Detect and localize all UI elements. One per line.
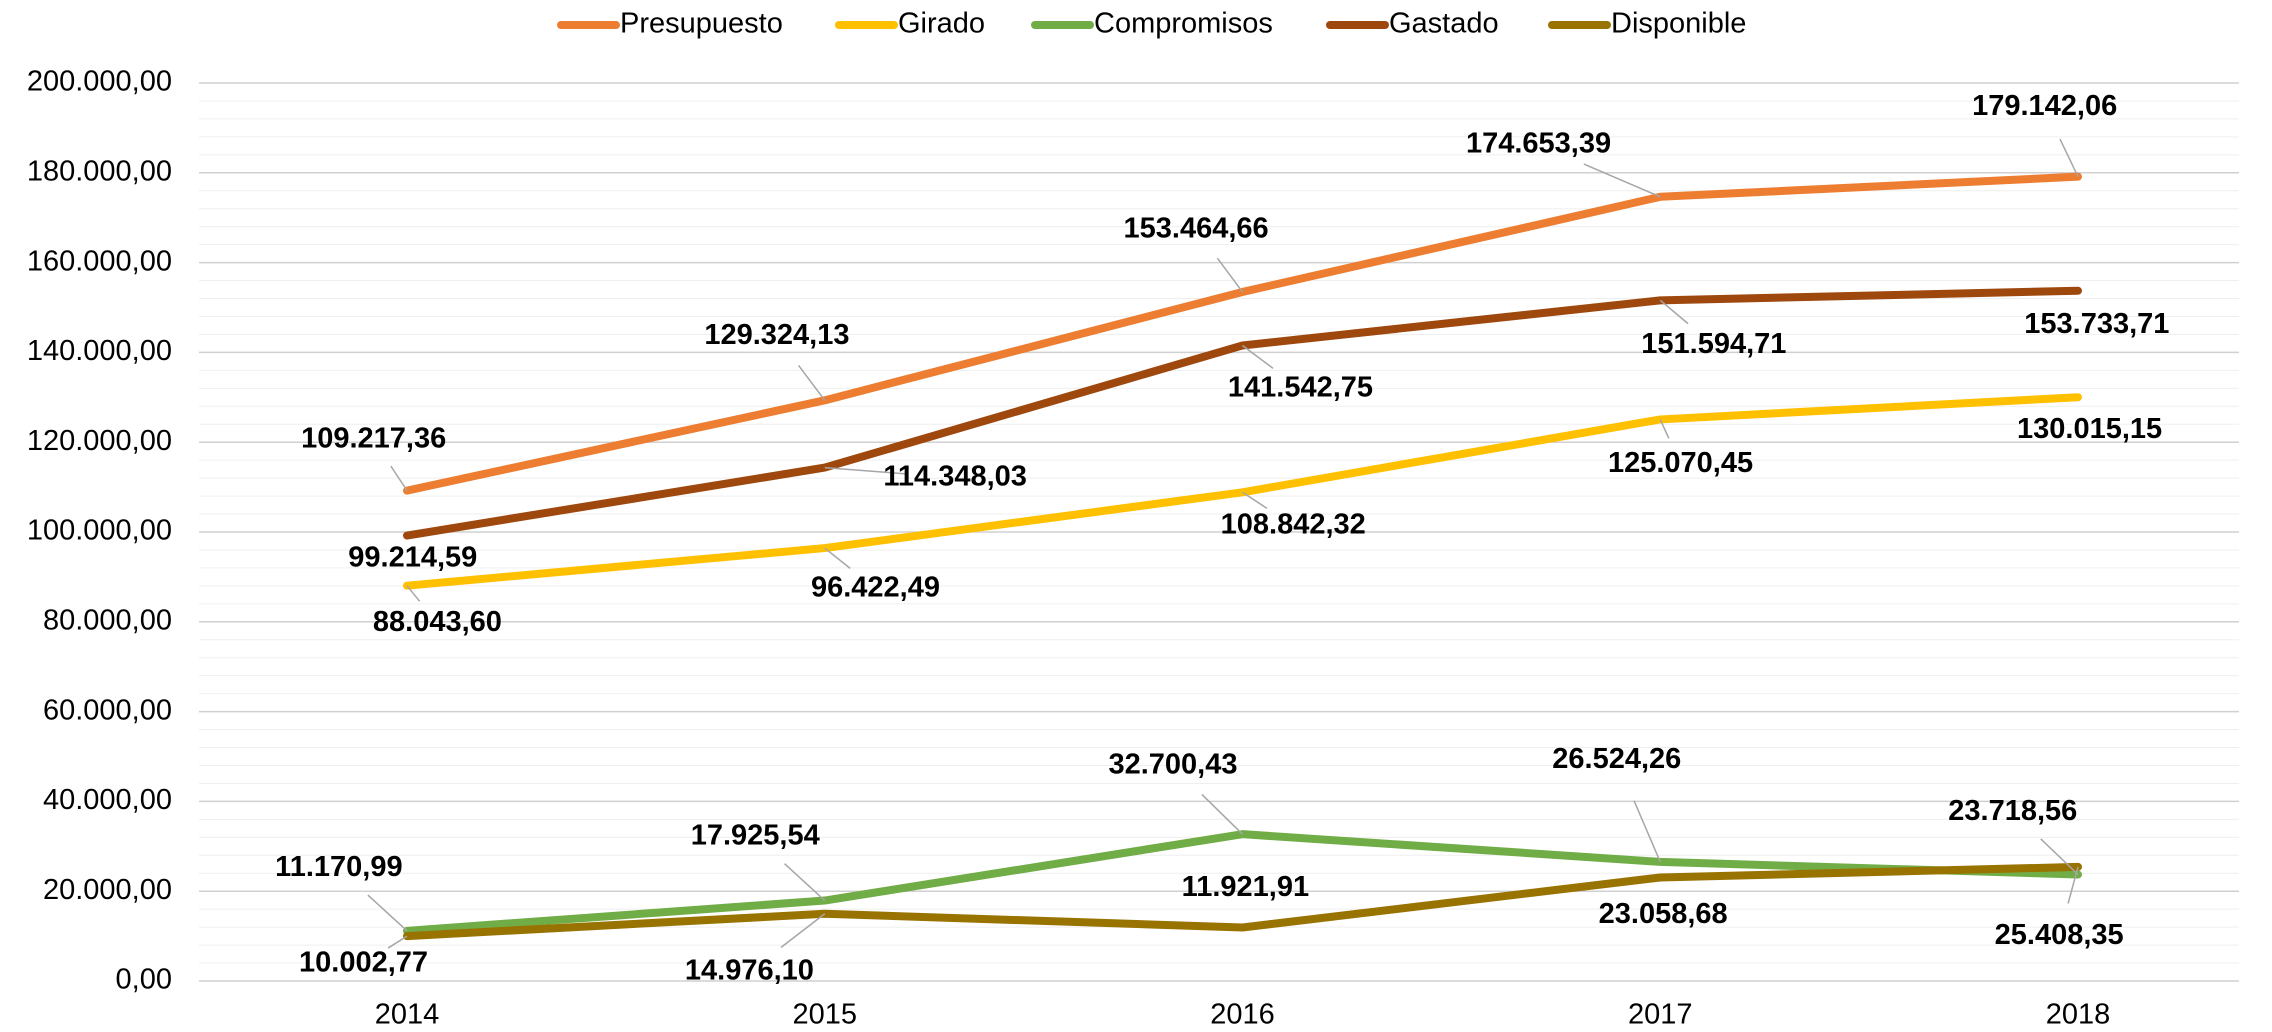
series-line — [403, 286, 2082, 540]
data-label: 179.142,06 — [1972, 90, 2117, 122]
data-label: 10.002,77 — [299, 946, 428, 978]
leader-line — [1242, 344, 1274, 369]
data-label: 88.043,60 — [373, 606, 502, 638]
data-label: 26.524,26 — [1552, 743, 1681, 775]
data-label: 141.542,75 — [1228, 372, 1373, 404]
leader-line — [780, 913, 826, 948]
leader-line — [824, 466, 907, 475]
x-tick-label: 2015 — [792, 999, 857, 1031]
leader-line — [1242, 491, 1268, 510]
leader-line — [784, 863, 826, 902]
leader-line — [1659, 419, 1670, 439]
leader-line — [367, 894, 408, 932]
leader-line — [824, 547, 851, 569]
data-label: 23.058,68 — [1599, 898, 1728, 930]
data-label: 129.324,13 — [704, 319, 849, 351]
y-tick-label: 200.000,00 — [27, 66, 172, 98]
y-tick-label: 40.000,00 — [43, 784, 172, 816]
leader-line — [1216, 257, 1244, 293]
legend-label: Disponible — [1611, 8, 1746, 40]
y-tick-label: 160.000,00 — [27, 245, 172, 277]
data-label: 153.733,71 — [2024, 308, 2169, 340]
leader-line — [2059, 138, 2079, 177]
data-label: 23.718,56 — [1948, 795, 2077, 827]
legend-label: Compromisos — [1094, 8, 1273, 40]
legend-label: Girado — [898, 8, 985, 40]
leader-line — [1633, 800, 1661, 863]
y-tick-label: 140.000,00 — [27, 335, 172, 367]
leader-line — [390, 465, 408, 492]
data-label: 99.214,59 — [348, 541, 477, 573]
data-label: 125.070,45 — [1608, 447, 1753, 479]
y-tick-label: 20.000,00 — [43, 874, 172, 906]
data-label: 151.594,71 — [1641, 328, 1786, 360]
data-label: 11.170,99 — [275, 851, 402, 883]
leader-line — [1201, 793, 1244, 835]
x-tick-label: 2014 — [375, 999, 440, 1031]
data-label: 108.842,32 — [1221, 508, 1366, 540]
leader-line — [2040, 838, 2079, 876]
y-tick-label: 180.000,00 — [27, 155, 172, 187]
data-label: 114.348,03 — [883, 460, 1027, 492]
data-label: 17.925,54 — [691, 819, 820, 851]
leader-line — [798, 365, 826, 401]
data-label: 153.464,66 — [1124, 212, 1269, 244]
data-label: 174.653,39 — [1466, 127, 1611, 159]
x-tick-label: 2017 — [1628, 999, 1693, 1031]
data-label: 130.015,15 — [2017, 413, 2162, 445]
y-tick-label: 0,00 — [116, 964, 172, 996]
data-label: 11.921,91 — [1182, 871, 1309, 903]
data-label: 32.700,43 — [1108, 749, 1237, 781]
data-label: 109.217,36 — [301, 423, 446, 455]
legend-label: Gastado — [1389, 8, 1499, 40]
leader-line — [406, 585, 421, 602]
y-tick-label: 120.000,00 — [27, 425, 172, 457]
series-line — [403, 862, 2082, 941]
leader-line — [1659, 299, 1689, 325]
x-tick-label: 2016 — [1210, 999, 1275, 1031]
leader-line — [2067, 866, 2079, 904]
legend-label: Presupuesto — [620, 8, 783, 40]
x-tick-label: 2018 — [2046, 999, 2111, 1031]
y-tick-label: 100.000,00 — [27, 515, 172, 547]
data-label: 96.422,49 — [811, 571, 940, 603]
series-line — [403, 172, 2082, 495]
data-label: 25.408,35 — [1995, 919, 2124, 951]
leader-line — [387, 935, 408, 949]
leader-line — [1583, 163, 1661, 198]
y-tick-label: 80.000,00 — [43, 604, 172, 636]
data-label: 14.976,10 — [685, 954, 814, 986]
y-tick-label: 60.000,00 — [43, 694, 172, 726]
